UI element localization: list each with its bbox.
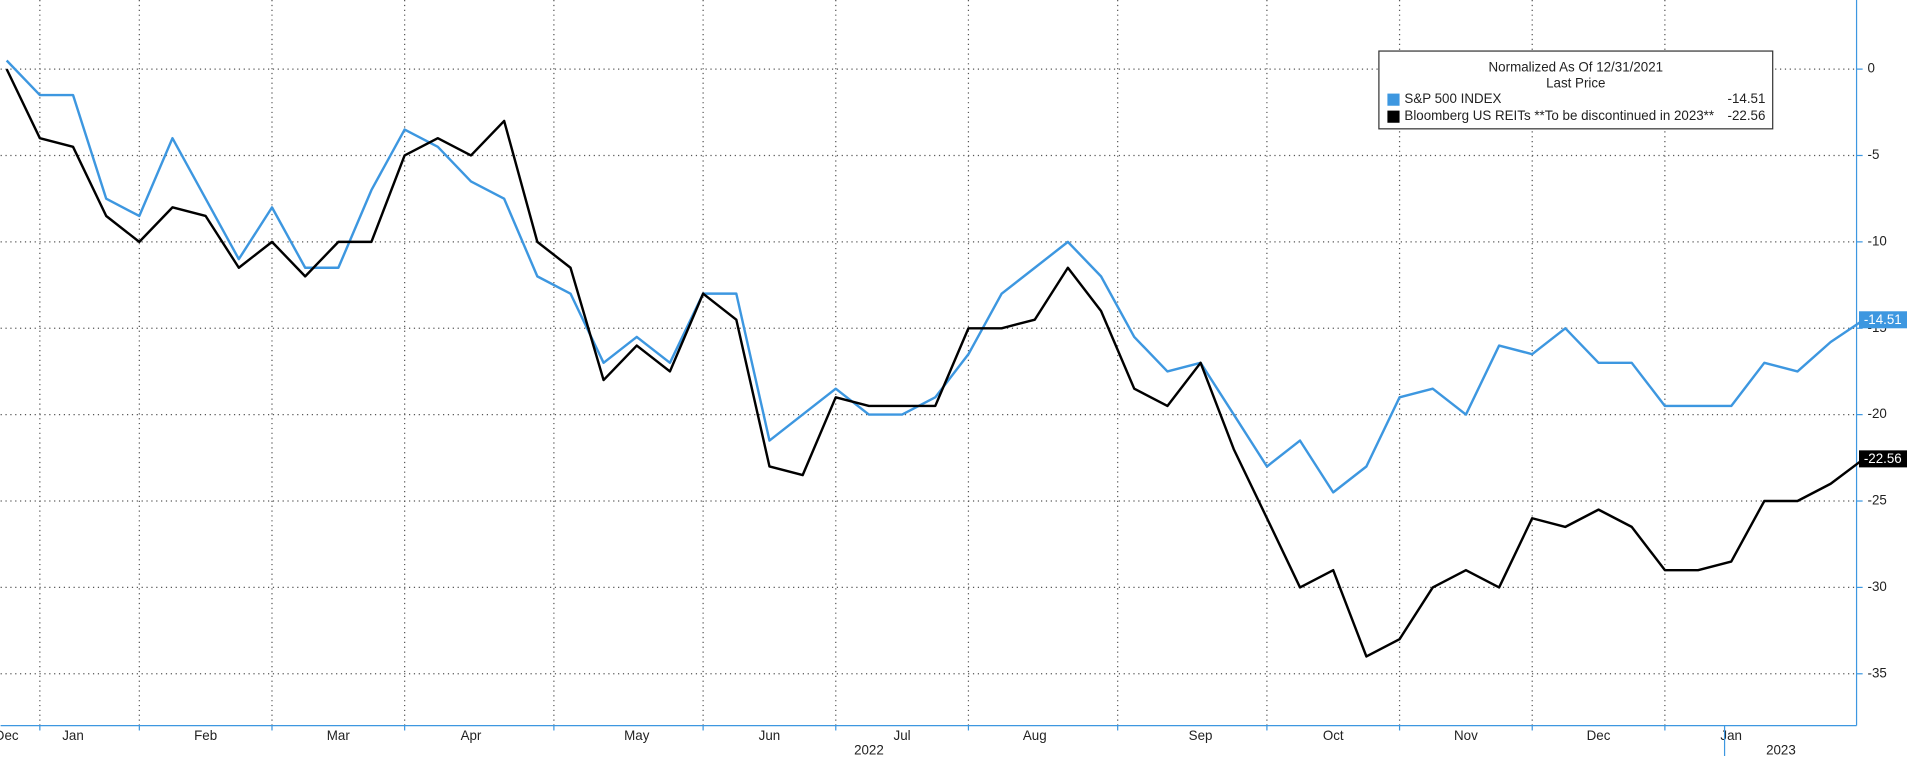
legend-title: Normalized As Of 12/31/2021 [1489, 60, 1664, 75]
last-value-tag: -22.56 [1858, 450, 1907, 468]
y-tick-label: -20 [1868, 406, 1887, 421]
y-tick-label: -30 [1868, 579, 1887, 594]
year-label: 2022 [854, 743, 884, 756]
x-tick-label: Sep [1189, 728, 1213, 743]
x-tick-label: Feb [194, 728, 217, 743]
legend-swatch [1387, 93, 1400, 106]
y-tick-label: -35 [1868, 665, 1887, 680]
last-value-label: -14.51 [1864, 312, 1902, 327]
last-value-tag: -14.51 [1858, 311, 1907, 329]
legend: Normalized As Of 12/31/2021 Last Price S… [1378, 50, 1774, 130]
x-tick-label: Jan [1720, 728, 1742, 743]
last-value-box [1858, 311, 1907, 329]
legend-box [1378, 50, 1774, 130]
legend-swatch [1387, 110, 1400, 123]
year-label: 2023 [1766, 743, 1796, 756]
x-tick-label: Dec [1587, 728, 1611, 743]
legend-label: S&P 500 INDEX [1404, 91, 1501, 106]
x-tick-label: May [624, 728, 650, 743]
y-tick-label: -10 [1868, 233, 1887, 248]
legend-subtitle: Last Price [1546, 75, 1605, 90]
x-tick-label: Nov [1454, 728, 1478, 743]
x-tick-label: Oct [1323, 728, 1344, 743]
y-tick-label: 0 [1868, 61, 1875, 76]
y-tick-label: -25 [1868, 493, 1887, 508]
x-tick-label: Jul [894, 728, 911, 743]
last-value-label: -22.56 [1864, 451, 1902, 466]
x-tick-label: Apr [461, 728, 482, 743]
x-tick-label: Aug [1023, 728, 1047, 743]
x-tick-label: Dec [0, 728, 19, 743]
x-tick-label: Mar [327, 728, 351, 743]
legend-value: -22.56 [1728, 108, 1766, 123]
x-tick-label: Jun [759, 728, 781, 743]
series-line [5, 68, 1865, 658]
series-line [5, 59, 1865, 494]
legend-value: -14.51 [1728, 91, 1766, 106]
legend-label: Bloomberg US REITs **To be discontinued … [1404, 108, 1714, 123]
x-tick-label: Jan [62, 728, 84, 743]
y-tick-label: -5 [1868, 147, 1880, 162]
last-value-box [1858, 450, 1907, 468]
